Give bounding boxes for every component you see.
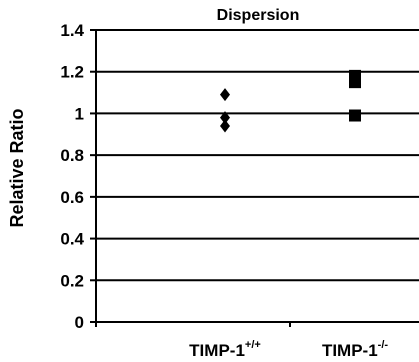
category-superscript: -/-: [378, 339, 389, 351]
y-tick-label: 1.4: [60, 21, 84, 40]
chart-title: Dispersion: [217, 7, 300, 24]
y-tick-label: 0: [75, 313, 84, 332]
y-tick-label: 0.8: [60, 146, 84, 165]
y-tick-labels: 0 0.2 0.4 0.6 0.8 1 1.2 1.4: [60, 21, 84, 332]
diamond-marker: [220, 119, 230, 133]
axes: [90, 29, 419, 327]
category-base-text: TIMP-1: [322, 341, 378, 360]
category-superscript: +/+: [245, 339, 261, 351]
y-tick-label: 0.4: [60, 230, 84, 249]
square-marker: [349, 109, 361, 122]
diamond-marker: [220, 88, 230, 102]
category-base-text: TIMP-1: [189, 341, 245, 360]
square-marker: [349, 76, 361, 89]
x-category-labels: TIMP-1+/+ TIMP-1-/-: [189, 339, 388, 360]
y-tick-label: 0.2: [60, 271, 84, 290]
gridlines: [96, 29, 419, 282]
x-category-label: TIMP-1+/+: [189, 339, 261, 360]
y-tick-label: 1.2: [60, 63, 84, 82]
y-axis-label: Relative Ratio: [7, 108, 27, 227]
data-points: [220, 69, 361, 133]
diamond-marker: [220, 111, 230, 125]
x-category-label: TIMP-1-/-: [322, 339, 388, 360]
y-tick-label: 1: [75, 104, 84, 123]
y-tick-label: 0.6: [60, 188, 84, 207]
